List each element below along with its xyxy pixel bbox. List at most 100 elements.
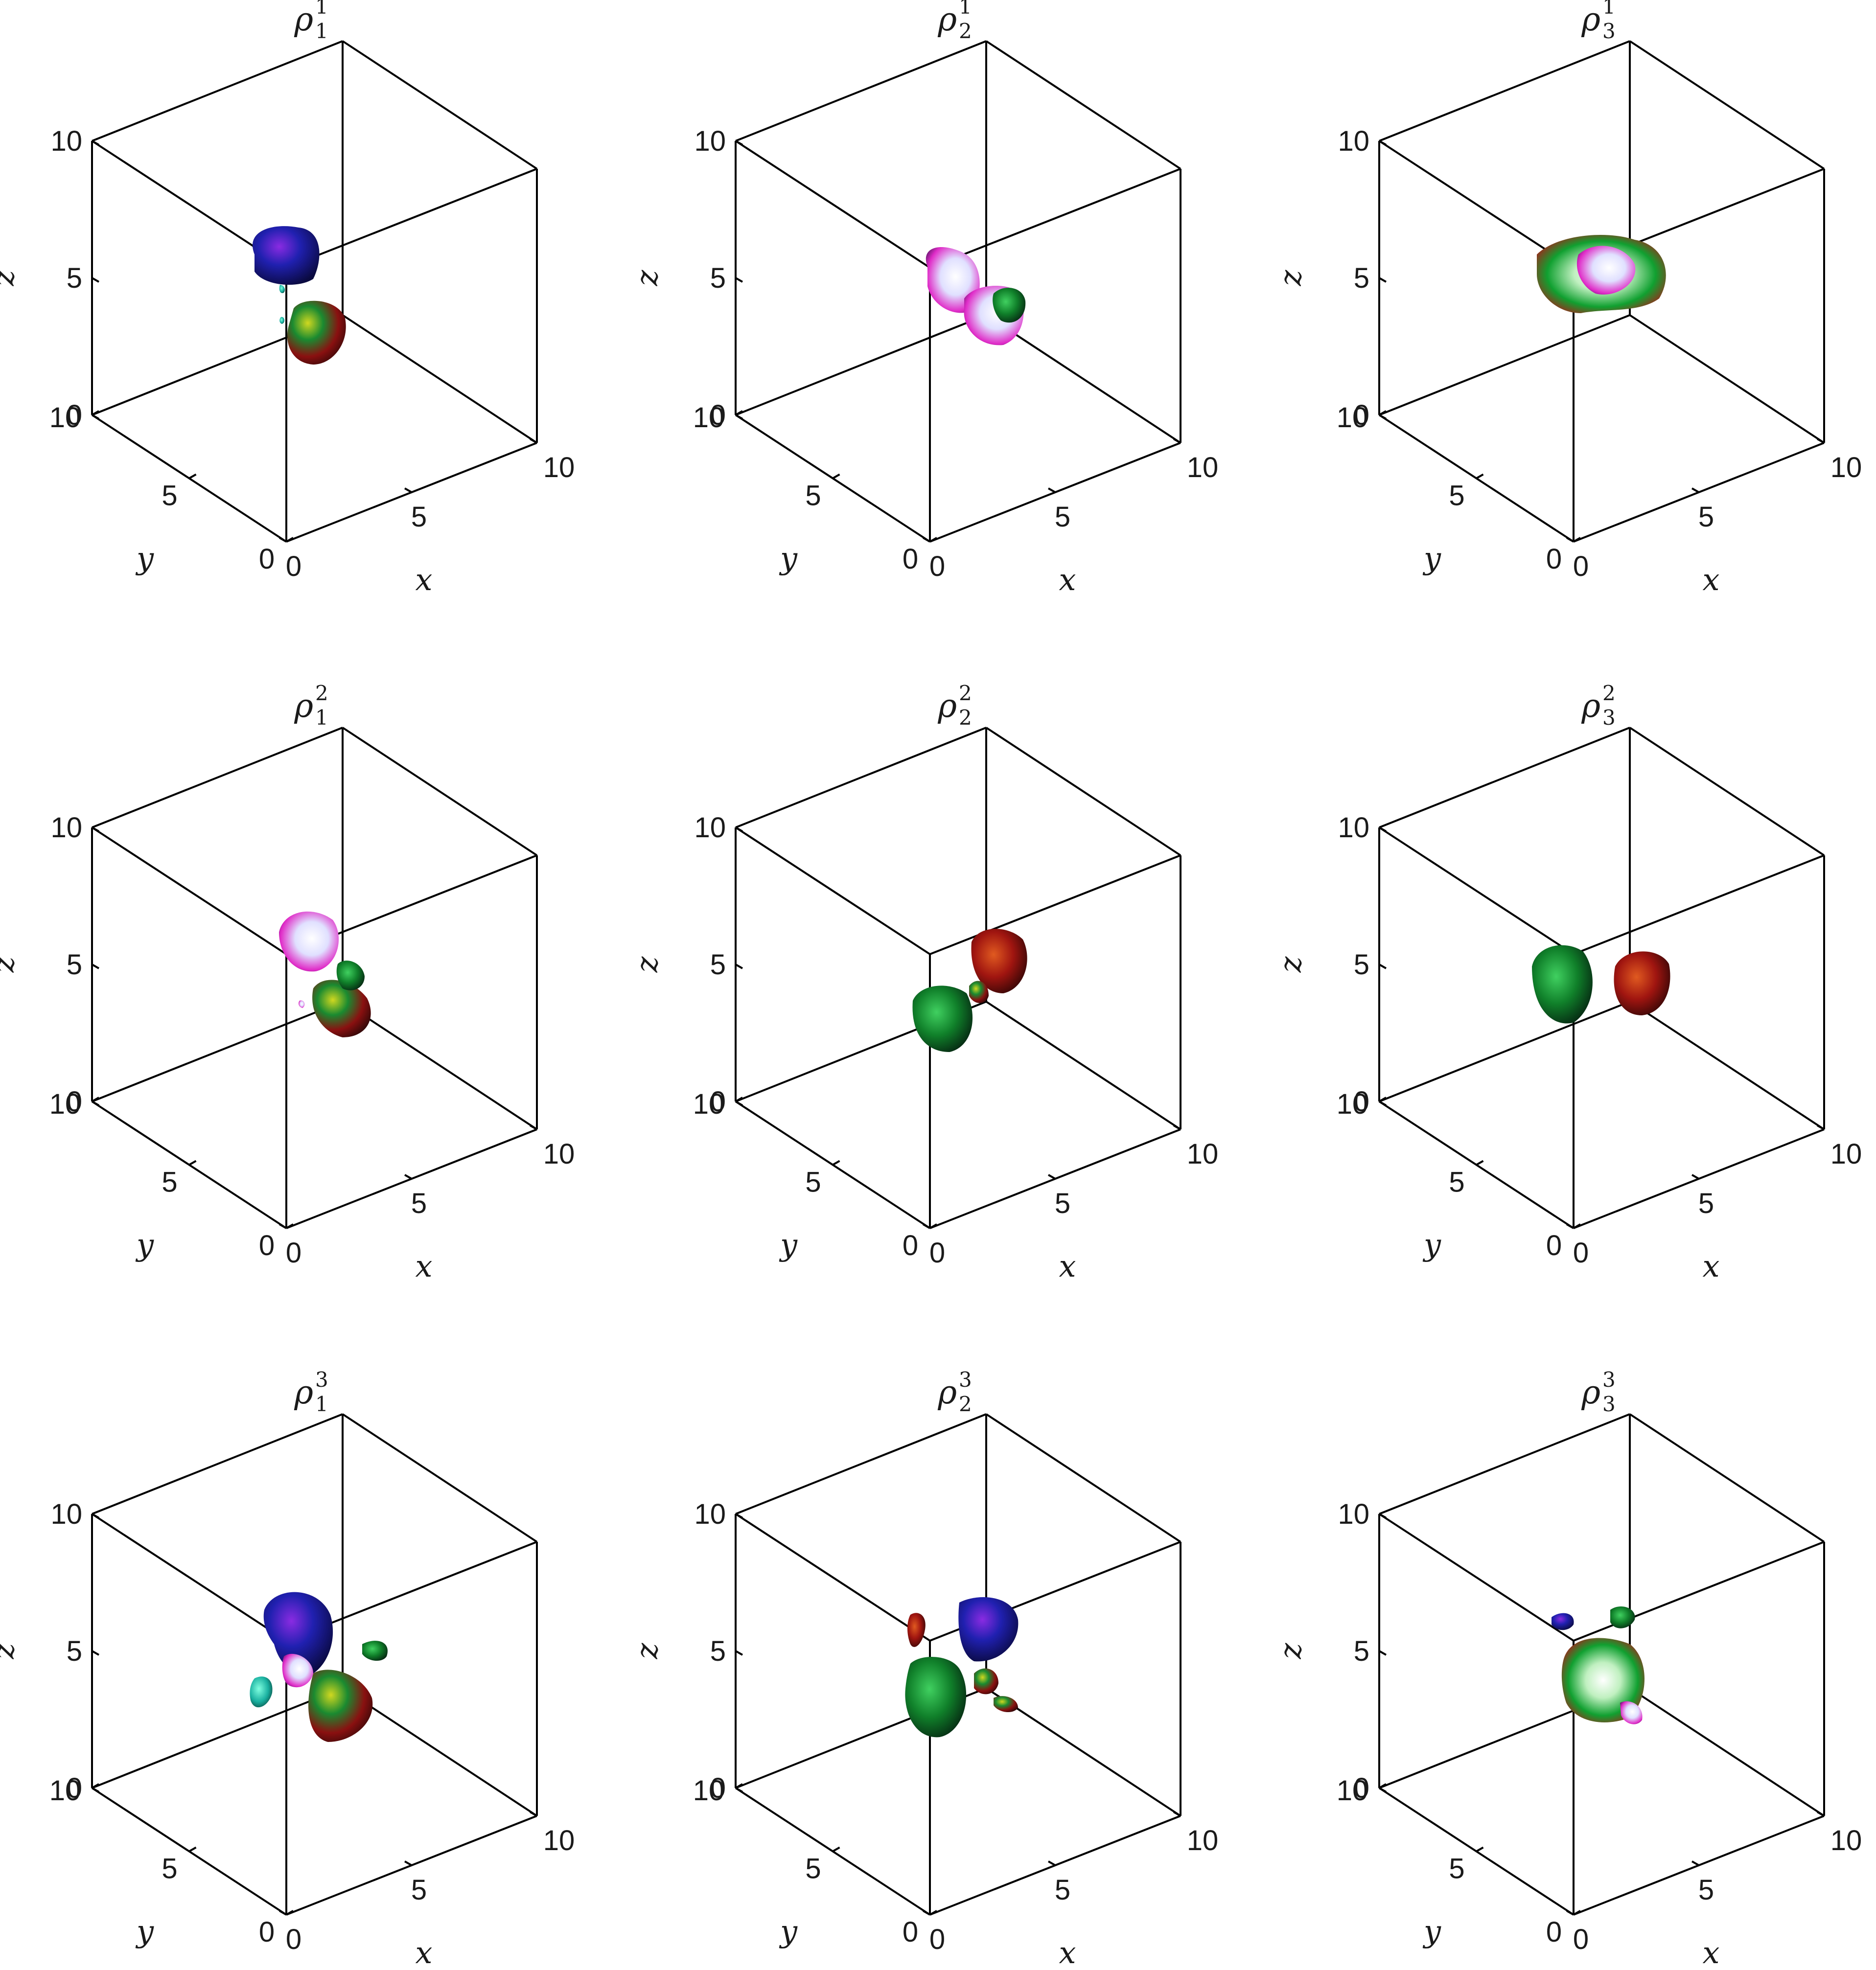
y-tick-mark bbox=[929, 1223, 937, 1229]
x-tick-mark bbox=[1566, 537, 1574, 543]
y-tick-mark bbox=[832, 1160, 840, 1166]
subplot-8: 0 5 10 x 0 5 10 y 0 5 10 z ρ 23 bbox=[629, 1368, 1218, 1970]
title-symbol: ρ bbox=[937, 687, 957, 725]
x-tick-label: 0 bbox=[929, 550, 945, 582]
y-tick-mark bbox=[1573, 537, 1581, 543]
title-subscript: 3 bbox=[1602, 706, 1616, 730]
z-tick-label: 10 bbox=[50, 1498, 82, 1530]
title-symbol: ρ bbox=[294, 1374, 313, 1411]
z-tick-label: 10 bbox=[694, 1498, 726, 1530]
x-tick-mark bbox=[1173, 1811, 1181, 1817]
y-tick-label: 5 bbox=[805, 1167, 821, 1198]
x-tick-mark bbox=[1048, 1860, 1056, 1866]
subplot-6: 0 5 10 x 0 5 10 y 0 5 10 z ρ 32 bbox=[1273, 681, 1862, 1284]
cube-edge bbox=[985, 727, 1181, 856]
title-superscript: 1 bbox=[959, 0, 972, 19]
x-tick-mark bbox=[279, 1910, 287, 1916]
y-tick-mark bbox=[1379, 1097, 1387, 1102]
x-axis-label: x bbox=[1059, 1935, 1076, 1970]
cube-edge bbox=[286, 168, 537, 269]
x-tick-mark bbox=[279, 537, 287, 543]
x-tick-label: 5 bbox=[411, 501, 427, 533]
y-axis-label: y bbox=[779, 1914, 798, 1949]
cube-edge bbox=[92, 1413, 343, 1515]
z-tick-mark bbox=[1379, 140, 1387, 146]
x-tick-label: 5 bbox=[1055, 501, 1070, 533]
z-axis-label: z bbox=[0, 956, 21, 973]
cube-edge bbox=[1378, 1513, 1575, 1642]
subplot-5: 0 5 10 x 0 5 10 y 0 5 10 z ρ 22 bbox=[629, 681, 1218, 1284]
cube-edge bbox=[1573, 854, 1825, 955]
x-tick-label: 5 bbox=[411, 1874, 427, 1906]
x-tick-mark bbox=[1691, 1174, 1699, 1180]
isosurface-blob bbox=[974, 1668, 998, 1695]
x-tick-label: 10 bbox=[543, 1138, 575, 1170]
x-tick-label: 0 bbox=[286, 1924, 301, 1955]
x-tick-mark bbox=[1173, 438, 1181, 444]
y-tick-label: 0 bbox=[259, 1230, 275, 1261]
title-superscript: 3 bbox=[315, 1368, 328, 1392]
z-axis-label: z bbox=[1273, 270, 1308, 286]
cube-box bbox=[91, 727, 538, 1229]
y-tick-mark bbox=[929, 537, 937, 543]
y-tick-label: 0 bbox=[903, 1230, 918, 1261]
y-tick-label: 5 bbox=[805, 1853, 821, 1885]
title-symbol: ρ bbox=[1581, 687, 1600, 725]
isosurface-blob bbox=[362, 1641, 388, 1661]
y-tick-label: 10 bbox=[49, 402, 81, 434]
x-tick-label: 0 bbox=[1573, 1924, 1589, 1955]
title-superscript: 2 bbox=[959, 681, 972, 705]
cube-edge bbox=[985, 314, 1181, 444]
cube-edge bbox=[92, 1001, 343, 1102]
y-tick-label: 10 bbox=[693, 402, 725, 434]
title-subscript: 1 bbox=[315, 1392, 328, 1416]
x-tick-mark bbox=[530, 438, 537, 444]
z-tick-mark bbox=[92, 1787, 99, 1793]
title-superscript: 3 bbox=[959, 1368, 972, 1392]
x-tick-label: 10 bbox=[1187, 1138, 1219, 1170]
cube-box bbox=[1378, 727, 1825, 1229]
z-tick-label: 0 bbox=[710, 399, 726, 431]
isosurface bbox=[926, 247, 1026, 345]
y-tick-mark bbox=[92, 1097, 99, 1102]
z-axis-label: z bbox=[0, 1643, 21, 1659]
x-tick-mark bbox=[530, 1124, 537, 1130]
isosurface-blob bbox=[250, 1676, 273, 1708]
isosurface-blob bbox=[1532, 945, 1593, 1024]
x-tick-label: 0 bbox=[929, 1237, 945, 1269]
cube-edge bbox=[342, 40, 538, 170]
isosurface-blob bbox=[282, 1653, 313, 1688]
z-tick-mark bbox=[92, 140, 99, 146]
title-subscript: 1 bbox=[315, 706, 328, 730]
x-tick-mark bbox=[1566, 1910, 1574, 1916]
title-subscript: 1 bbox=[315, 19, 328, 43]
title-subscript: 2 bbox=[959, 19, 972, 43]
z-tick-mark bbox=[92, 1650, 99, 1656]
cube-edge bbox=[1379, 1001, 1630, 1102]
isosurface-blob bbox=[958, 1597, 1019, 1662]
isosurface-blob bbox=[905, 1657, 967, 1738]
isosurface bbox=[905, 1597, 1019, 1738]
x-axis-label: x bbox=[416, 1935, 433, 1970]
x-tick-label: 0 bbox=[1573, 1237, 1589, 1269]
x-tick-label: 10 bbox=[543, 1825, 575, 1856]
z-tick-mark bbox=[1379, 277, 1387, 283]
y-axis-label: y bbox=[135, 541, 154, 576]
cube-edge bbox=[342, 1413, 538, 1543]
subplot-2: 0 5 10 x 0 5 10 y 0 5 10 z ρ 21 bbox=[629, 0, 1218, 597]
title-superscript: 3 bbox=[1602, 1368, 1616, 1392]
y-tick-label: 0 bbox=[1546, 543, 1562, 575]
x-tick-mark bbox=[923, 1910, 930, 1916]
y-tick-label: 10 bbox=[1337, 1088, 1368, 1120]
cube-edge bbox=[985, 40, 1181, 170]
isosurface bbox=[1552, 1606, 1644, 1724]
z-tick-label: 0 bbox=[1354, 399, 1369, 431]
y-tick-label: 0 bbox=[1546, 1230, 1562, 1261]
title-subscript: 2 bbox=[959, 706, 972, 730]
z-tick-label: 10 bbox=[694, 125, 726, 157]
isosurface-blob bbox=[312, 980, 371, 1037]
x-tick-label: 0 bbox=[286, 550, 301, 582]
title-symbol: ρ bbox=[937, 1374, 957, 1411]
x-tick-label: 10 bbox=[1830, 1138, 1862, 1170]
x-tick-label: 5 bbox=[1698, 1188, 1714, 1219]
